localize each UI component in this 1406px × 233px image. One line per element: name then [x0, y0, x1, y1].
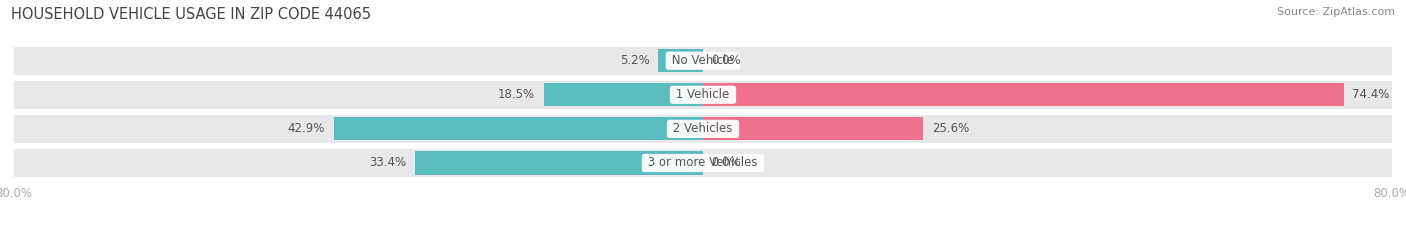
Bar [14, 115, 1392, 143]
Text: 33.4%: 33.4% [370, 157, 406, 169]
Bar [14, 149, 1392, 177]
Bar [703, 117, 924, 140]
Bar [703, 83, 1344, 106]
Bar [658, 49, 703, 72]
Bar [333, 117, 703, 140]
Text: 18.5%: 18.5% [498, 88, 536, 101]
Bar [14, 81, 1392, 109]
Bar [14, 47, 1392, 75]
Text: 5.2%: 5.2% [620, 54, 650, 67]
Text: 25.6%: 25.6% [932, 122, 969, 135]
Text: 3 or more Vehicles: 3 or more Vehicles [644, 157, 762, 169]
Text: 0.0%: 0.0% [711, 54, 741, 67]
Text: Source: ZipAtlas.com: Source: ZipAtlas.com [1277, 7, 1395, 17]
Text: 2 Vehicles: 2 Vehicles [669, 122, 737, 135]
Text: 74.4%: 74.4% [1353, 88, 1389, 101]
Bar [415, 151, 703, 175]
Text: No Vehicle: No Vehicle [668, 54, 738, 67]
Text: HOUSEHOLD VEHICLE USAGE IN ZIP CODE 44065: HOUSEHOLD VEHICLE USAGE IN ZIP CODE 4406… [11, 7, 371, 22]
Text: 1 Vehicle: 1 Vehicle [672, 88, 734, 101]
Bar [544, 83, 703, 106]
Text: 42.9%: 42.9% [288, 122, 325, 135]
Text: 0.0%: 0.0% [711, 157, 741, 169]
